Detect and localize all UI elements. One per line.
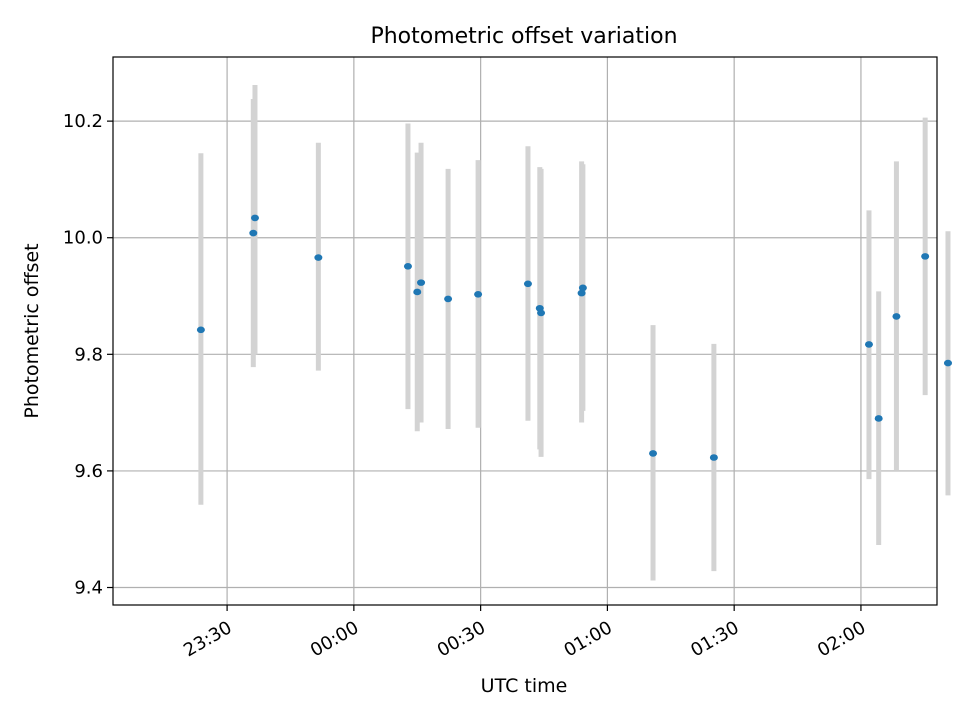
axes-frame <box>112 56 938 606</box>
data-point <box>921 253 930 260</box>
chart-title: Photometric offset variation <box>370 24 677 49</box>
y-tick-label: 10.0 <box>63 228 103 249</box>
x-tick-label: 00:30 <box>434 617 489 661</box>
data-point <box>417 279 426 286</box>
data-point <box>250 214 259 222</box>
x-tick-label: 01:00 <box>560 617 615 661</box>
grid <box>113 57 937 605</box>
data-point <box>874 415 883 422</box>
data-point <box>578 284 587 292</box>
x-tick-label: 00:00 <box>307 617 362 661</box>
data-point <box>314 254 323 261</box>
y-tick-label: 10.2 <box>63 111 103 132</box>
data-point <box>249 229 258 237</box>
y-tick-label: 9.8 <box>74 344 103 365</box>
data-point <box>196 326 205 334</box>
error-bars <box>198 84 951 581</box>
y-axis-ticks: 9.4 9.6 9.8 10.0 10.2 <box>63 111 113 599</box>
data-point <box>892 313 901 320</box>
data-point <box>709 454 718 461</box>
y-tick-label: 9.4 <box>74 578 103 599</box>
x-tick-label: 02:00 <box>814 617 869 661</box>
x-axis-ticks: 23:30 00:00 00:30 01:00 01:30 02:00 <box>180 605 869 661</box>
data-points <box>196 214 952 461</box>
data-point <box>444 295 453 303</box>
data-point <box>413 288 422 296</box>
data-point <box>577 289 586 297</box>
data-point <box>649 450 658 457</box>
data-point <box>474 290 483 298</box>
data-point <box>537 309 546 317</box>
x-tick-label: 01:30 <box>687 617 742 661</box>
data-point <box>864 341 873 348</box>
data-point <box>403 262 412 270</box>
x-axis-label: UTC time <box>481 675 568 697</box>
x-tick-label: 23:30 <box>180 617 235 661</box>
data-point <box>523 280 532 288</box>
data-point <box>943 359 952 367</box>
y-axis-label: Photometric offset <box>21 243 43 418</box>
y-tick-label: 9.6 <box>74 461 103 482</box>
